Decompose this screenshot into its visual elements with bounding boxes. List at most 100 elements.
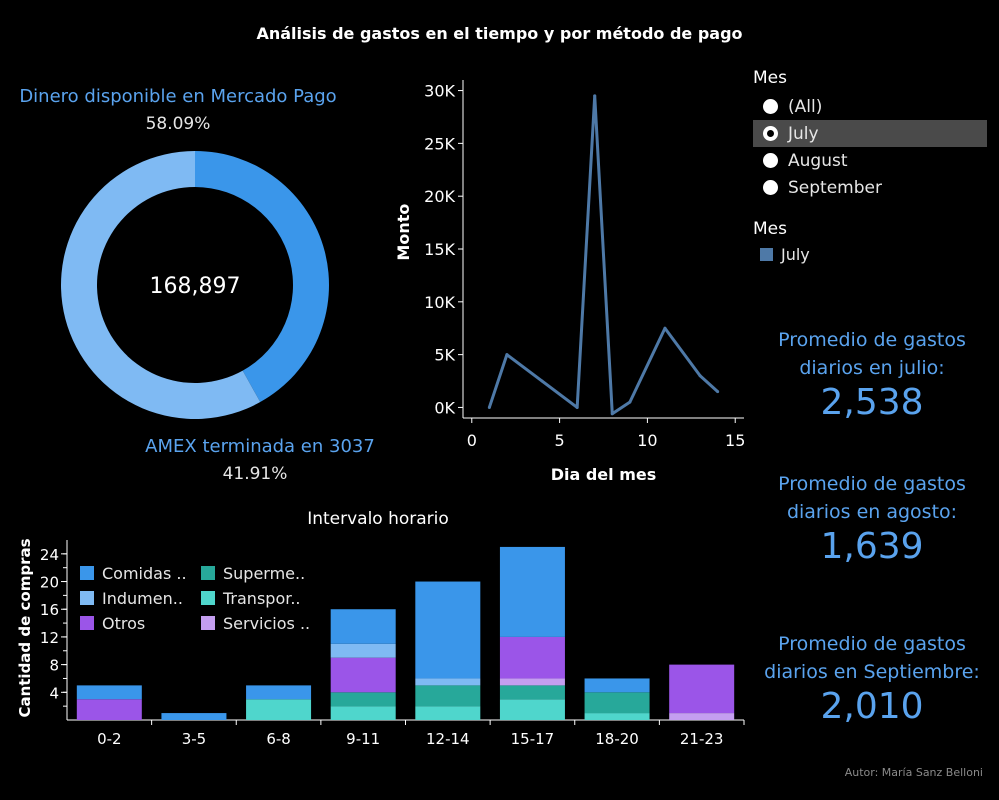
bar-legend-label: Superme.. xyxy=(223,564,305,583)
line-series-july[interactable] xyxy=(487,94,719,416)
bar-segment[interactable] xyxy=(499,678,565,686)
radio-icon[interactable] xyxy=(763,126,778,141)
bar-segment[interactable] xyxy=(415,685,481,707)
bar-segment[interactable] xyxy=(415,706,481,720)
bar-chart[interactable]: Intervalo horario 4 8 12 16 20 24 Cantidad de c… xyxy=(0,500,750,760)
line-xtick-label: 15 xyxy=(725,431,745,450)
july-swatch xyxy=(760,248,773,261)
line-point xyxy=(663,326,667,330)
stat-july-label-1: Promedio de gastos xyxy=(778,329,966,351)
stat-september-value: 2,010 xyxy=(820,686,924,727)
donut-slice-amex[interactable] xyxy=(195,151,329,403)
bar-legend-swatch xyxy=(80,566,94,580)
line-point xyxy=(698,374,702,378)
stat-september-label-2: diarios en Septiembre: xyxy=(764,661,980,683)
bar-legend-label: Servicios .. xyxy=(223,614,310,633)
bar-ytick-label: 8 xyxy=(49,657,59,675)
bar-xtick-label: 6-8 xyxy=(266,730,291,748)
bar-chart-title: Intervalo horario xyxy=(307,509,449,529)
bar-segment[interactable] xyxy=(584,678,650,693)
bar-ytick-label: 20 xyxy=(40,574,59,592)
bar-segment[interactable] xyxy=(330,657,396,693)
line-xtick-label: 10 xyxy=(637,431,657,450)
filter-option-label: September xyxy=(788,177,882,198)
bar-segment[interactable] xyxy=(330,609,396,644)
filter-option-all[interactable]: (All) xyxy=(753,93,987,120)
bar-segment[interactable] xyxy=(499,546,565,637)
bar-ytick-label: 12 xyxy=(40,629,59,647)
bar-segment[interactable] xyxy=(499,685,565,700)
filter-option-label: July xyxy=(788,123,819,144)
donut-chart[interactable]: 168,897 xyxy=(50,140,340,430)
donut-total: 168,897 xyxy=(150,274,241,299)
bar-segment[interactable] xyxy=(584,713,650,720)
line-ytick-label: 30K xyxy=(424,82,455,101)
stat-september: Promedio de gastos diarios en Septiembre… xyxy=(748,630,996,727)
dashboard-title: Análisis de gastos en el tiempo y por mé… xyxy=(256,24,743,43)
donut-label-mercado-pago: Dinero disponible en Mercado Pago xyxy=(19,86,337,107)
radio-icon[interactable] xyxy=(763,99,778,114)
author-credit: Autor: María Sanz Belloni xyxy=(844,766,983,779)
bar-legend-swatch xyxy=(201,616,215,630)
bar-segment[interactable] xyxy=(330,692,396,707)
bar-xtick-label: 21-23 xyxy=(680,730,724,748)
bar-legend-swatch xyxy=(80,591,94,605)
stat-august-label-2: diarios en agosto: xyxy=(786,501,958,523)
line-point xyxy=(575,405,579,409)
donut-pct-mercado-pago: 58.09% xyxy=(145,114,211,134)
bar-segment[interactable] xyxy=(499,699,565,720)
filter-option-august[interactable]: August xyxy=(753,147,987,174)
line-point xyxy=(628,400,632,404)
line-ytick-label: 15K xyxy=(424,240,455,259)
color-legend-label: July xyxy=(781,245,810,264)
radio-icon[interactable] xyxy=(763,180,778,195)
bar-ytick-label: 24 xyxy=(40,546,59,564)
filter-option-label: (All) xyxy=(788,96,823,117)
stat-july-value: 2,538 xyxy=(820,382,924,423)
line-ytick-label: 20K xyxy=(424,187,455,206)
bar-segment[interactable] xyxy=(584,692,650,714)
line-x-axis-title: Dia del mes xyxy=(551,465,657,484)
bar-segment[interactable] xyxy=(669,713,735,720)
line-xtick-label: 0 xyxy=(467,431,477,450)
bar-xtick-label: 15-17 xyxy=(511,730,555,748)
bar-ytick-label: 4 xyxy=(49,684,59,702)
bar-segment[interactable] xyxy=(246,685,312,700)
filter-option-label: August xyxy=(788,150,848,171)
bar-xtick-label: 9-11 xyxy=(346,730,380,748)
stat-august: Promedio de gastos diarios en agosto: 1,… xyxy=(748,470,996,567)
bar-xtick-label: 3-5 xyxy=(182,730,207,748)
donut-label-amex: AMEX terminada en 3037 xyxy=(145,436,375,457)
filter-option-july[interactable]: July xyxy=(753,120,987,147)
bar-legend-label: Transpor.. xyxy=(222,589,301,608)
bar-legend-label: Indumen.. xyxy=(102,589,183,608)
donut-slice-mercado-pago[interactable] xyxy=(60,151,261,419)
bar-segment[interactable] xyxy=(76,685,142,700)
bar-segment[interactable] xyxy=(76,699,142,720)
bar-xtick-label: 12-14 xyxy=(426,730,470,748)
line-xtick-label: 5 xyxy=(555,431,565,450)
filter-option-september[interactable]: September xyxy=(753,174,987,201)
radio-icon[interactable] xyxy=(763,153,778,168)
bar-segment[interactable] xyxy=(246,699,312,720)
bar-segment[interactable] xyxy=(330,706,396,720)
color-legend-item[interactable]: July xyxy=(760,242,810,267)
color-legend-title: Mes xyxy=(753,219,787,239)
bar-segment[interactable] xyxy=(499,636,565,679)
line-chart[interactable]: 0K 5K 10K 15K 20K 25K 30K 0 5 10 15 Dia del mes Mont… xyxy=(380,70,760,490)
bar-segment[interactable] xyxy=(161,713,227,720)
line-ytick-label: 10K xyxy=(424,293,455,312)
stat-july: Promedio de gastos diarios en julio: 2,5… xyxy=(748,326,996,423)
bar-y-axis-title: Cantidad de compras xyxy=(16,538,34,717)
bar-segment[interactable] xyxy=(330,643,396,658)
stat-september-label-1: Promedio de gastos xyxy=(778,633,966,655)
bar-xtick-label: 18-20 xyxy=(595,730,639,748)
bar-segment[interactable] xyxy=(669,664,735,714)
bar-xtick-label: 0-2 xyxy=(97,730,122,748)
bar-segment[interactable] xyxy=(415,678,481,686)
filter-title: Mes xyxy=(753,68,787,88)
bar-segment[interactable] xyxy=(415,581,481,679)
stat-august-value: 1,639 xyxy=(820,526,924,567)
bar-legend-label: Comidas .. xyxy=(102,564,187,583)
line-point xyxy=(716,390,720,394)
